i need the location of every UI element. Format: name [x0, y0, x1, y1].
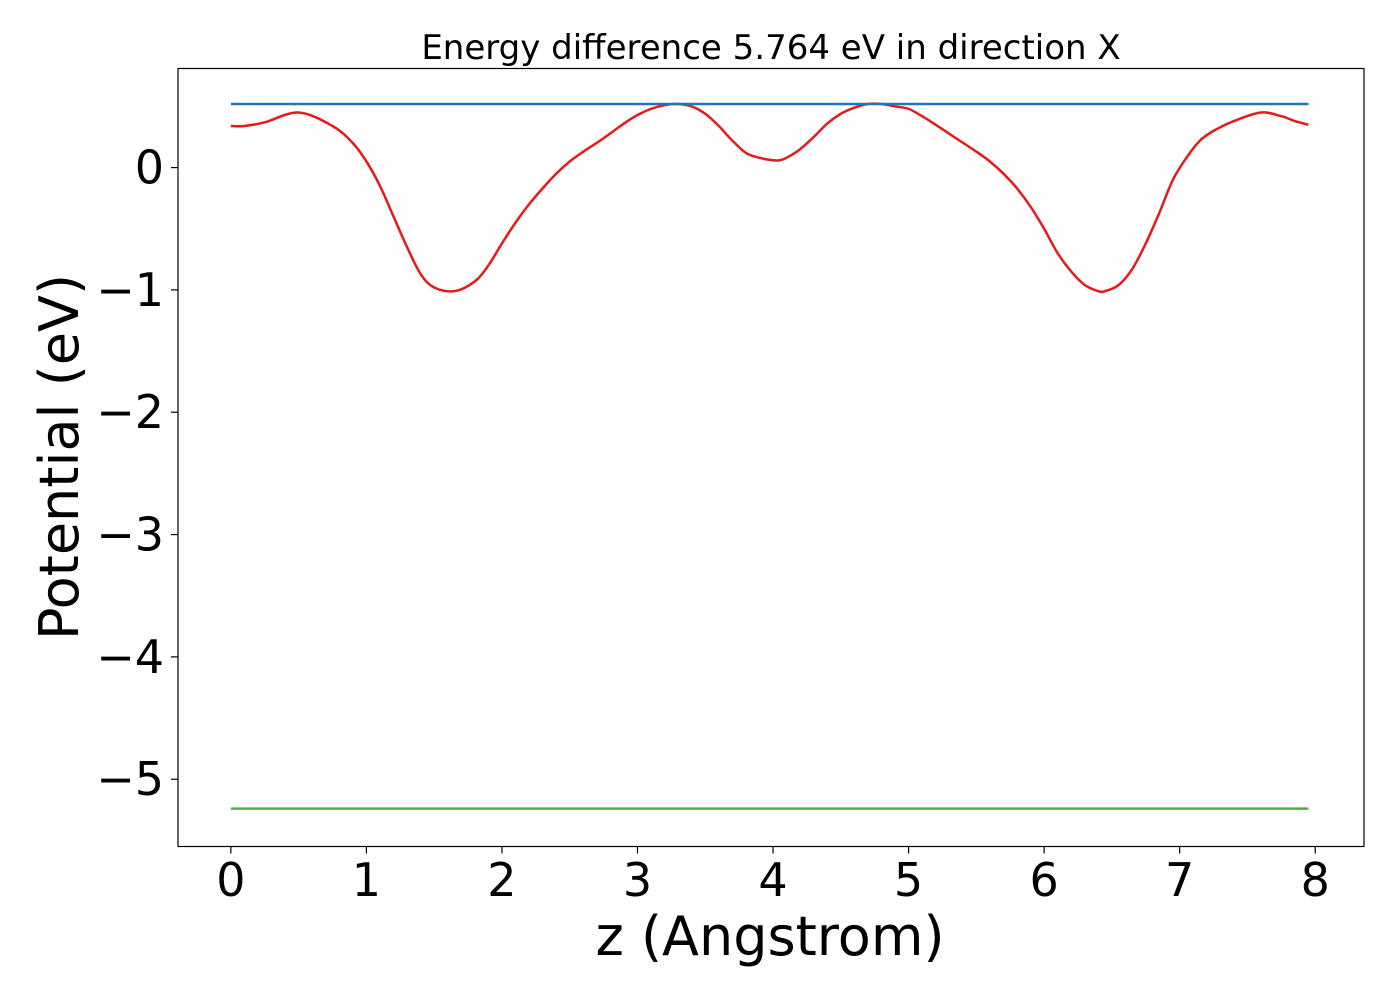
y-tick-label: −4 — [96, 630, 164, 684]
x-tick-label: 0 — [216, 853, 245, 907]
x-tick-label: 4 — [758, 853, 787, 907]
y-tick-label: 0 — [135, 141, 164, 195]
x-tick-label: 1 — [352, 853, 381, 907]
x-tick-label: 2 — [487, 853, 516, 907]
y-tick-label: −1 — [96, 263, 164, 317]
y-tick-label: −5 — [96, 752, 164, 806]
y-tick-label: −2 — [96, 385, 164, 439]
y-axis-ticks: 0 −1 −2 −3 −4 −5 — [96, 141, 178, 806]
plot-frame — [177, 67, 1365, 848]
y-tick-label: −3 — [96, 508, 164, 562]
x-tick-label: 3 — [623, 853, 652, 907]
x-tick-label: 8 — [1301, 853, 1330, 907]
x-axis-ticks: 0 1 2 3 4 5 6 7 8 — [216, 846, 1330, 907]
chart-title: Energy difference 5.764 eV in direction … — [421, 28, 1120, 68]
x-axis-label: z (Angstrom) — [595, 905, 944, 968]
x-tick-label: 5 — [894, 853, 923, 907]
y-axis-label: Potential (eV) — [28, 274, 91, 640]
x-tick-label: 7 — [1165, 853, 1194, 907]
x-tick-label: 6 — [1029, 853, 1058, 907]
plot-marks — [230, 102, 1309, 810]
series-line-1 — [230, 102, 1309, 294]
